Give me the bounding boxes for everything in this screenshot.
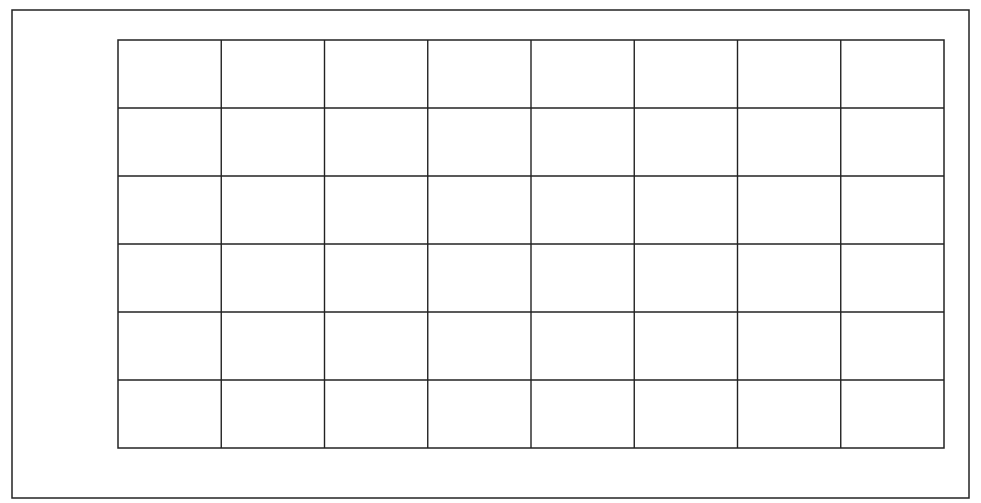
outer-border: [12, 10, 969, 498]
grid: [118, 40, 944, 448]
